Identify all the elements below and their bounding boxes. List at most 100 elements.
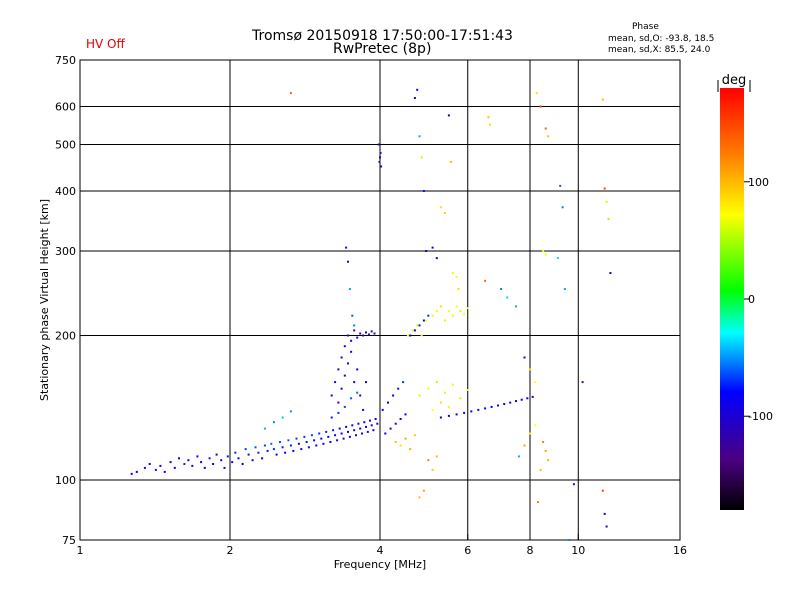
data-point (515, 305, 517, 308)
y-tick-label: 400 (55, 185, 76, 198)
data-point (356, 391, 359, 394)
data-point (459, 397, 462, 400)
data-point (503, 403, 506, 405)
data-point (418, 135, 421, 138)
data-point (178, 457, 180, 460)
data-point (523, 444, 526, 447)
data-point (603, 187, 606, 190)
data-point (418, 324, 421, 327)
x-tick-label: 6 (464, 544, 471, 557)
data-point (208, 457, 211, 460)
data-point (380, 165, 383, 168)
data-point (330, 394, 333, 397)
data-point (406, 334, 409, 337)
data-point (183, 463, 186, 465)
data-point (261, 457, 264, 460)
data-point (281, 446, 284, 449)
data-point (459, 310, 462, 312)
data-point (601, 489, 604, 492)
data-point (394, 441, 397, 443)
x-tick-label: 1 (77, 544, 84, 557)
colorbar-tick-label: 100 (748, 176, 769, 189)
data-point (404, 437, 407, 440)
y-tick-label: 75 (62, 534, 76, 547)
x-tick-label: 16 (673, 544, 687, 557)
data-point (212, 463, 215, 465)
x-tick-label: 10 (571, 544, 585, 557)
data-point (431, 468, 434, 471)
data-points (130, 88, 612, 541)
data-point (307, 446, 310, 449)
data-point (300, 448, 303, 451)
data-point (500, 288, 503, 290)
data-point (389, 427, 392, 430)
data-point (372, 429, 375, 432)
data-point (404, 413, 407, 416)
data-point (439, 305, 442, 308)
data-point (497, 404, 499, 407)
colorbar-label: deg (722, 73, 747, 88)
data-point (347, 362, 349, 365)
data-point (322, 442, 325, 445)
data-point (416, 88, 419, 91)
data-point (409, 448, 412, 451)
data-point (355, 434, 357, 437)
data-point (425, 319, 428, 322)
data-point (447, 405, 450, 408)
data-point (330, 416, 333, 419)
data-point (353, 324, 356, 327)
data-point (409, 334, 412, 337)
data-point (399, 444, 402, 447)
data-point (289, 444, 292, 447)
data-point (356, 336, 359, 339)
data-point (370, 330, 373, 333)
chart-subtitle: RwPretec (8p) (333, 41, 432, 57)
y-tick-label: 200 (55, 330, 76, 343)
data-point (342, 437, 345, 440)
data-point (427, 387, 430, 390)
data-point (332, 429, 335, 432)
data-point (605, 525, 608, 528)
data-point (435, 381, 438, 384)
y-tick-label: 600 (55, 101, 76, 114)
data-point (387, 401, 389, 404)
data-point (359, 394, 362, 397)
data-point (220, 459, 223, 462)
data-point (470, 410, 473, 413)
y-tick-label: 300 (55, 245, 76, 258)
data-point (340, 356, 343, 359)
colorbar-tick-label: 0 (748, 293, 755, 306)
data-point (241, 463, 244, 465)
data-point (537, 501, 539, 503)
data-point (320, 437, 323, 440)
data-point (535, 92, 538, 95)
data-point (334, 434, 337, 437)
data-point (337, 401, 340, 404)
data-point (449, 160, 452, 163)
data-point (350, 350, 353, 353)
data-point (531, 395, 534, 398)
data-point (431, 408, 434, 411)
data-point (340, 387, 343, 390)
y-tick-label: 750 (55, 54, 76, 67)
data-point (399, 418, 402, 420)
data-point (361, 432, 363, 435)
data-point (163, 470, 166, 473)
data-point (435, 455, 438, 458)
phase-stats-x: mean, sd,X: 85.5, 24.0 (608, 45, 711, 55)
hv-status: HV Off (86, 37, 125, 51)
data-point (173, 466, 176, 469)
data-point (357, 422, 360, 425)
data-point (484, 279, 487, 282)
data-point (435, 257, 438, 260)
data-point (463, 312, 466, 315)
data-point (506, 296, 509, 299)
data-point (347, 260, 349, 263)
data-point (422, 489, 425, 492)
data-point (343, 374, 346, 377)
data-point (374, 418, 377, 420)
data-point (303, 435, 306, 438)
x-axis-label: Frequency [MHz] (334, 558, 426, 571)
data-point (281, 416, 284, 419)
